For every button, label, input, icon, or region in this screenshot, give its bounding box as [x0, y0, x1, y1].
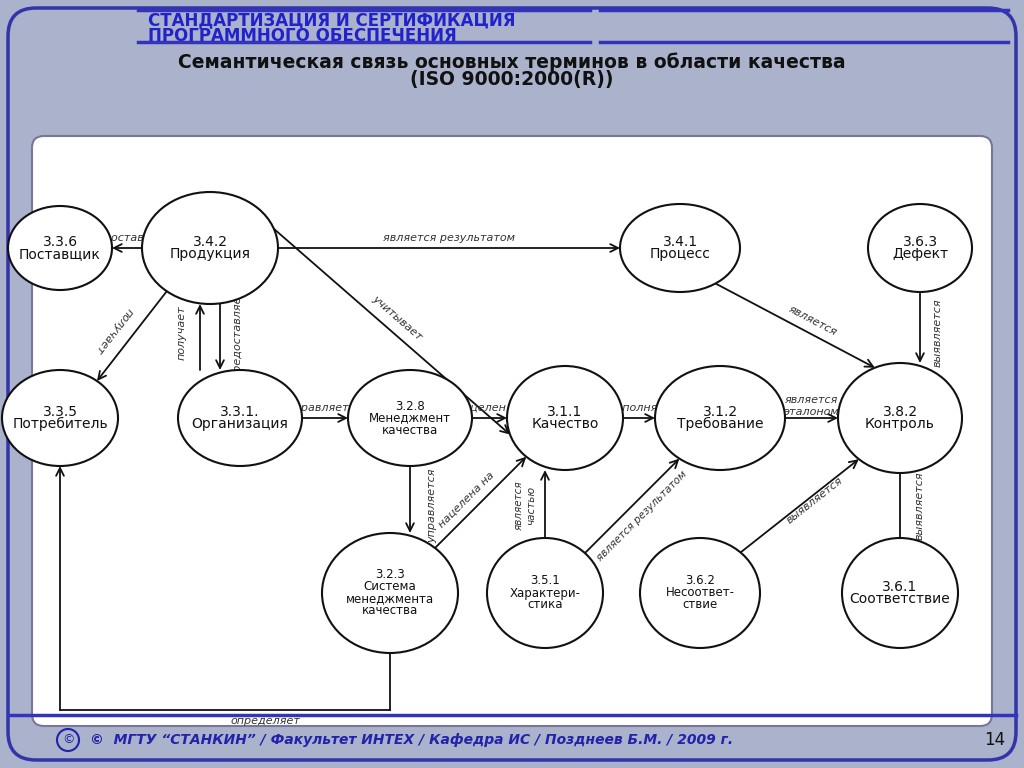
Text: Дефект: Дефект [892, 247, 948, 261]
Text: СТАНДАРТИЗАЦИЯ И СЕРТИФИКАЦИЯ: СТАНДАРТИЗАЦИЯ И СЕРТИФИКАЦИЯ [148, 11, 515, 29]
Text: является: является [787, 303, 839, 337]
Text: Характери-: Характери- [510, 587, 581, 600]
Text: 3.6.1: 3.6.1 [883, 580, 918, 594]
Text: 14: 14 [984, 731, 1005, 749]
Text: 3.6.3: 3.6.3 [902, 235, 938, 249]
Ellipse shape [640, 538, 760, 648]
Ellipse shape [842, 538, 958, 648]
Text: 3.6.2: 3.6.2 [685, 574, 715, 588]
Text: является результатом: является результатом [595, 469, 689, 563]
Text: Процесс: Процесс [649, 247, 711, 261]
Text: 3.5.1: 3.5.1 [530, 574, 560, 588]
Ellipse shape [348, 370, 472, 466]
FancyBboxPatch shape [8, 8, 1016, 760]
Text: 3.3.1.: 3.3.1. [220, 405, 260, 419]
Ellipse shape [487, 538, 603, 648]
Text: выявляется: выявляется [933, 299, 943, 367]
Text: 3.3.6: 3.3.6 [42, 235, 78, 249]
Text: менеджмента: менеджмента [346, 592, 434, 605]
Text: 3.4.2: 3.4.2 [193, 235, 227, 249]
Text: Менеджмент: Менеджмент [369, 412, 451, 425]
Text: является
частью: является частью [514, 481, 536, 531]
Text: нацелен на: нацелен на [456, 403, 523, 413]
Text: Организация: Организация [191, 417, 289, 431]
Text: качества: качества [382, 423, 438, 436]
Text: Потребитель: Потребитель [12, 417, 108, 431]
Text: получает: получает [177, 306, 187, 360]
Text: определяет: определяет [230, 716, 300, 726]
Text: 3.2.3: 3.2.3 [375, 568, 404, 581]
Ellipse shape [507, 366, 623, 470]
Text: ПРОГРАММНОГО ОБЕСПЕЧЕНИЯ: ПРОГРАММНОГО ОБЕСПЕЧЕНИЯ [148, 27, 457, 45]
Ellipse shape [620, 204, 740, 292]
Text: Контроль: Контроль [865, 417, 935, 431]
Ellipse shape [655, 366, 785, 470]
Text: ©: © [61, 733, 75, 746]
Text: Несоответ-: Несоответ- [666, 587, 734, 600]
Text: ствие: ствие [682, 598, 718, 611]
Text: качества: качества [361, 604, 418, 617]
Ellipse shape [868, 204, 972, 292]
Text: управляется: управляется [288, 403, 362, 413]
Text: Качество: Качество [531, 417, 599, 431]
Text: ©  МГТУ “СТАНКИН” / Факультет ИНТЕХ / Кафедра ИС / Позднеев Б.М. / 2009 г.: © МГТУ “СТАНКИН” / Факультет ИНТЕХ / Каф… [90, 733, 733, 747]
Text: Требование: Требование [677, 417, 763, 431]
Text: учитывает: учитывает [370, 293, 424, 342]
Text: является
эталоном: является эталоном [783, 396, 840, 417]
Text: получает: получает [93, 306, 134, 356]
Text: 3.3.5: 3.3.5 [43, 405, 78, 419]
Text: предоставляет: предоставляет [233, 289, 243, 378]
Text: выявляется: выявляется [784, 475, 845, 526]
Ellipse shape [838, 363, 962, 473]
Text: 3.2.8: 3.2.8 [395, 399, 425, 412]
Text: Система: Система [364, 581, 417, 594]
Text: является результатом: является результатом [383, 233, 515, 243]
Text: выполняет: выполняет [607, 403, 671, 413]
Text: Поставщик: Поставщик [19, 247, 101, 261]
Ellipse shape [2, 370, 118, 466]
Text: нацелена на: нацелена на [436, 469, 496, 529]
Text: (ISO 9000:2000(R)): (ISO 9000:2000(R)) [411, 71, 613, 90]
Text: стика: стика [527, 598, 563, 611]
Ellipse shape [8, 206, 112, 290]
Text: 3.1.1: 3.1.1 [548, 405, 583, 419]
Text: выявляется: выявляется [915, 472, 925, 540]
Text: предоставляет: предоставляет [83, 233, 171, 243]
Text: Соответствие: Соответствие [850, 592, 950, 606]
Text: управляется: управляется [427, 468, 437, 543]
Text: Продукция: Продукция [170, 247, 251, 261]
FancyBboxPatch shape [32, 136, 992, 726]
Ellipse shape [322, 533, 458, 653]
Text: 3.8.2: 3.8.2 [883, 405, 918, 419]
Ellipse shape [178, 370, 302, 466]
Text: 3.4.1: 3.4.1 [663, 235, 697, 249]
Ellipse shape [142, 192, 278, 304]
Text: Семантическая связь основных терминов в области качества: Семантическая связь основных терминов в … [178, 52, 846, 71]
Text: 3.1.2: 3.1.2 [702, 405, 737, 419]
